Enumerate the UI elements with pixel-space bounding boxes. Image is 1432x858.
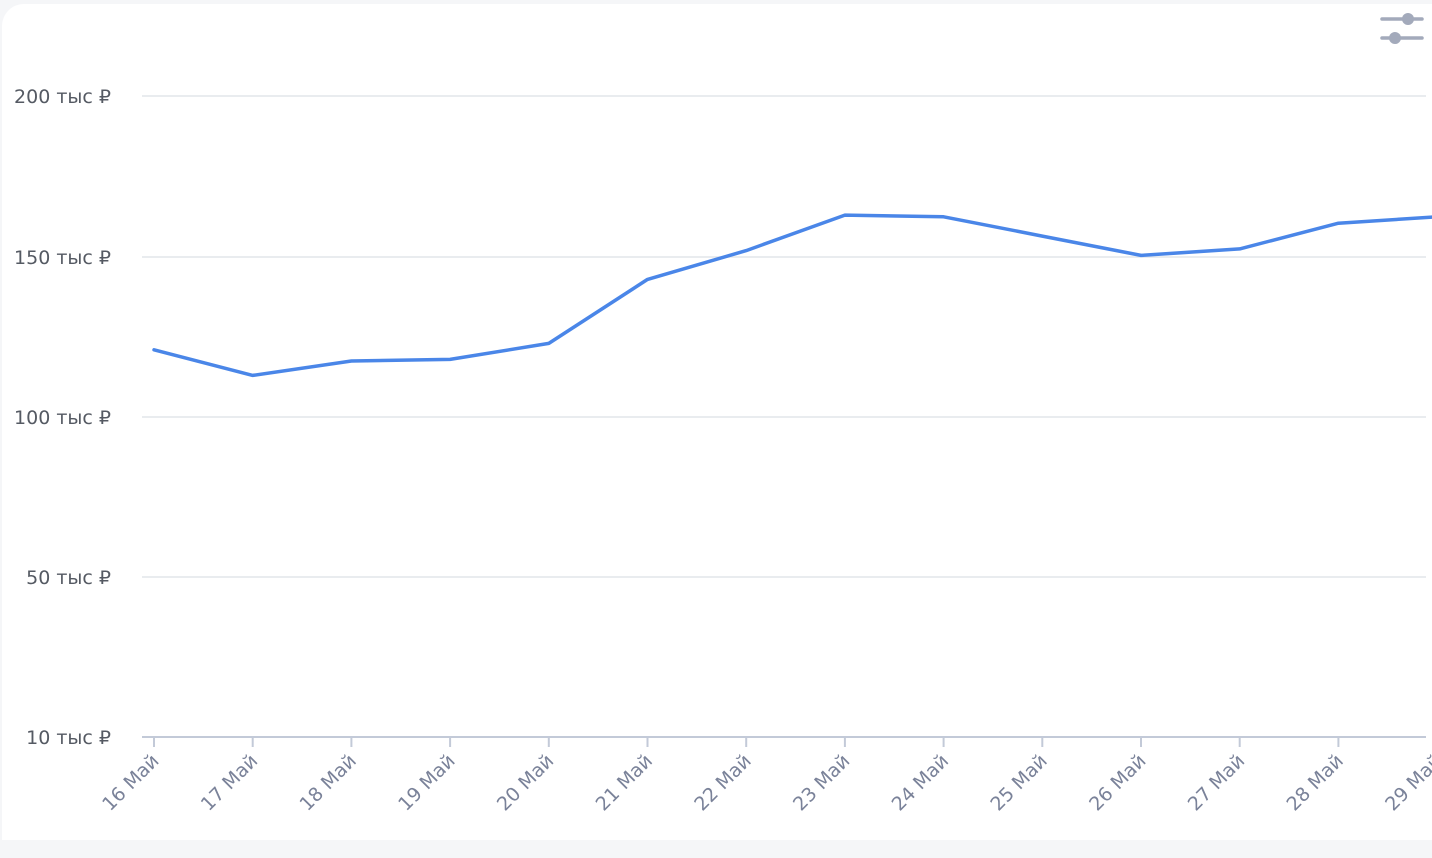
y-axis: 10 тыс ₽ 50 тыс ₽ 100 тыс ₽ 150 тыс ₽ 200 ты… <box>14 86 111 749</box>
x-axis: 16 Май 17 Май 18 Май 19 Май 20 Май 21 Май 22 М… <box>98 737 1432 815</box>
x-tick-label: 21 Май <box>592 750 657 815</box>
series-group <box>152 213 1432 378</box>
x-tick-label: 25 Май <box>986 750 1051 815</box>
grid-lines <box>142 95 1426 738</box>
y-tick-label: 100 тыс ₽ <box>14 407 111 429</box>
x-tick-label: 28 Май <box>1282 750 1347 815</box>
x-tick-label: 18 Май <box>295 750 360 815</box>
x-tick-label: 22 Май <box>690 750 755 815</box>
y-tick-label: 50 тыс ₽ <box>26 567 111 589</box>
y-tick-label: 150 тыс ₽ <box>14 247 111 269</box>
x-tick-label: 24 Май <box>888 750 953 815</box>
x-tick-label: 26 Май <box>1085 750 1150 815</box>
x-tick-label: 19 Май <box>394 750 459 815</box>
x-tick-label: 29 Май <box>1381 750 1432 815</box>
chart-settings-button[interactable] <box>1378 8 1426 50</box>
y-tick-label: 200 тыс ₽ <box>14 86 111 108</box>
x-tick-label: 20 Май <box>493 750 558 815</box>
series-line <box>152 213 1432 378</box>
x-tick-label: 17 Май <box>197 750 262 815</box>
y-tick-label: 10 тыс ₽ <box>26 727 111 749</box>
x-tick-label: 16 Май <box>98 750 163 815</box>
chart-card <box>2 4 1432 840</box>
x-tick-label: 27 Май <box>1184 750 1249 815</box>
x-tick-label: 23 Май <box>789 750 854 815</box>
sliders-icon <box>1380 13 1424 44</box>
